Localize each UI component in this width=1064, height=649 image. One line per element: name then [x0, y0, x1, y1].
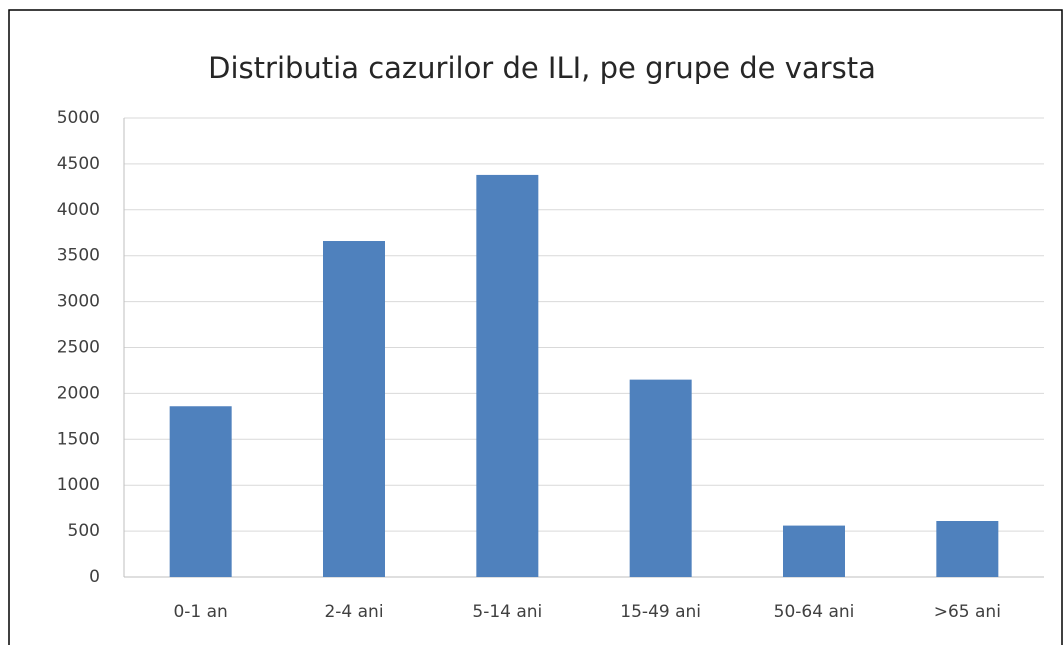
x-tick-label: 50-64 ani [774, 602, 855, 622]
bar [323, 241, 385, 577]
x-tick-label: >65 ani [934, 602, 1001, 622]
y-tick-label: 2500 [57, 338, 100, 358]
y-tick-label: 5000 [57, 108, 100, 128]
y-tick-label: 500 [68, 521, 100, 541]
bar [476, 174, 539, 577]
bar [629, 379, 692, 577]
y-tick-label: 3500 [57, 246, 100, 266]
x-tick-label: 2-4 ani [324, 602, 383, 622]
y-tick-label: 1000 [57, 475, 100, 495]
x-tick-label: 0-1 an [173, 602, 227, 622]
bar [169, 406, 232, 577]
y-tick-label: 4500 [57, 154, 100, 174]
chart-title: Distributia cazurilor de ILI, pe grupe d… [208, 51, 876, 85]
y-tick-label: 2000 [57, 383, 100, 403]
x-tick-label: 5-14 ani [472, 602, 542, 622]
y-tick-label: 0 [89, 567, 100, 587]
bar [783, 525, 845, 577]
y-tick-label: 4000 [57, 200, 100, 220]
y-tick-label: 1500 [57, 429, 100, 449]
y-tick-label: 3000 [57, 292, 100, 312]
bar [936, 521, 999, 577]
x-tick-label: 15-49 ani [620, 602, 701, 622]
